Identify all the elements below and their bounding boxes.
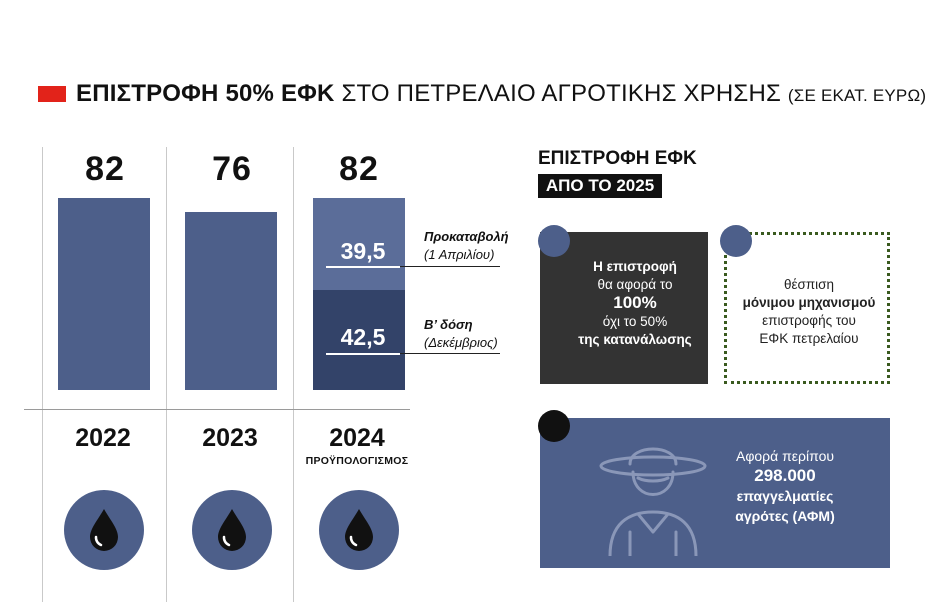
value-label-2023: 76 bbox=[212, 150, 252, 188]
segment-underline bbox=[326, 266, 400, 268]
segment-underline bbox=[326, 353, 400, 355]
note-second-date: (Δεκέμβριος) bbox=[424, 335, 498, 350]
bar-2024-advance bbox=[313, 198, 405, 291]
note-advance-title: Προκαταβολή bbox=[424, 229, 509, 244]
card1-line4: όχι το 50% bbox=[602, 314, 668, 329]
oil-drop-icon bbox=[64, 490, 144, 570]
title-unit: (ΣΕ ΕΚΑΤ. ΕΥΡΩ) bbox=[787, 86, 927, 105]
card3-line4: αγρότες (ΑΦΜ) bbox=[735, 508, 835, 524]
budget-sublabel: ΠΡΟΫΠΟΛΟΓΙΣΜΟΣ bbox=[305, 455, 409, 467]
card2-line3: επιστροφής του bbox=[762, 313, 856, 328]
card-dot bbox=[538, 410, 570, 442]
leader-line bbox=[400, 353, 500, 354]
card-farmers bbox=[540, 418, 890, 568]
card-dot bbox=[538, 225, 570, 257]
efk-badge: ΑΠΟ ΤΟ 2025 bbox=[538, 174, 662, 198]
bar-2024-second-installment bbox=[313, 290, 405, 390]
title-marker bbox=[38, 86, 66, 102]
value-label-2024: 82 bbox=[339, 150, 379, 188]
value-label-2022: 82 bbox=[85, 150, 125, 188]
card-refund-text: Η επιστροφή θα αφορά το 100% όχι το 50% … bbox=[570, 258, 700, 349]
segment-label-advance: 39,5 bbox=[340, 238, 386, 264]
tick-label-2022: 2022 bbox=[75, 424, 131, 452]
card-permanent-mechanism bbox=[724, 232, 890, 384]
note-second-title: Β’ δόση bbox=[424, 317, 473, 332]
card2-line4: ΕΦΚ πετρελαίου bbox=[759, 331, 859, 346]
card3-line3: επαγγελματίες bbox=[736, 488, 834, 504]
card1-line2: θα αφορά το bbox=[597, 277, 673, 292]
card1-line5: της κατανάλωσης bbox=[578, 332, 692, 347]
farmer-icon bbox=[598, 432, 708, 561]
title-normal: ΣΤΟ ΠΕΤΡΕΛΑΙΟ ΑΓΡΟΤΙΚΗΣ ΧΡΗΣΗΣ bbox=[341, 80, 782, 107]
efk-heading: ΕΠΙΣΤΡΟΦΗ ΕΦΚ bbox=[538, 148, 697, 169]
leader-line bbox=[400, 266, 500, 267]
grid-line bbox=[42, 147, 43, 602]
tick-label-2024: 2024 bbox=[329, 424, 385, 452]
card-mechanism-text: θέσπιση μόνιμου μηχανισμού επιστροφής το… bbox=[734, 276, 884, 348]
card2-line2: μόνιμου μηχανισμού bbox=[742, 295, 876, 310]
page-title: ΕΠΙΣΤΡΟΦΗ 50% ΕΦΚ ΣΤΟ ΠΕΤΡΕΛΑΙΟ ΑΓΡΟΤΙΚΗ… bbox=[76, 80, 926, 108]
grid-line bbox=[166, 147, 167, 602]
card-dot bbox=[720, 225, 752, 257]
card1-line1: Η επιστροφή bbox=[593, 259, 677, 274]
card-refund-100 bbox=[540, 232, 708, 384]
bar-2022 bbox=[58, 198, 150, 390]
card2-line1: θέσπιση bbox=[783, 277, 834, 292]
grid-line bbox=[293, 147, 294, 602]
segment-label-second: 42,5 bbox=[340, 324, 386, 350]
note-advance: Προκαταβολή (1 Απριλίου) bbox=[424, 228, 509, 264]
tick-label-2023: 2023 bbox=[202, 424, 258, 452]
oil-drop-icon bbox=[192, 490, 272, 570]
card3-line1: Αφορά περίπου bbox=[735, 448, 835, 464]
baseline bbox=[24, 409, 410, 410]
card3-line2: 298.000 bbox=[754, 466, 816, 485]
title-bold: ΕΠΙΣΤΡΟΦΗ 50% ΕΦΚ bbox=[76, 80, 335, 107]
card-farmers-text: Αφορά περίπου 298.000 επαγγελματίες αγρό… bbox=[710, 446, 860, 526]
oil-drop-icon bbox=[319, 490, 399, 570]
note-advance-date: (1 Απριλίου) bbox=[424, 247, 495, 262]
bar-2023 bbox=[185, 212, 277, 390]
card1-line3: 100% bbox=[613, 293, 657, 312]
note-second: Β’ δόση (Δεκέμβριος) bbox=[424, 316, 498, 352]
